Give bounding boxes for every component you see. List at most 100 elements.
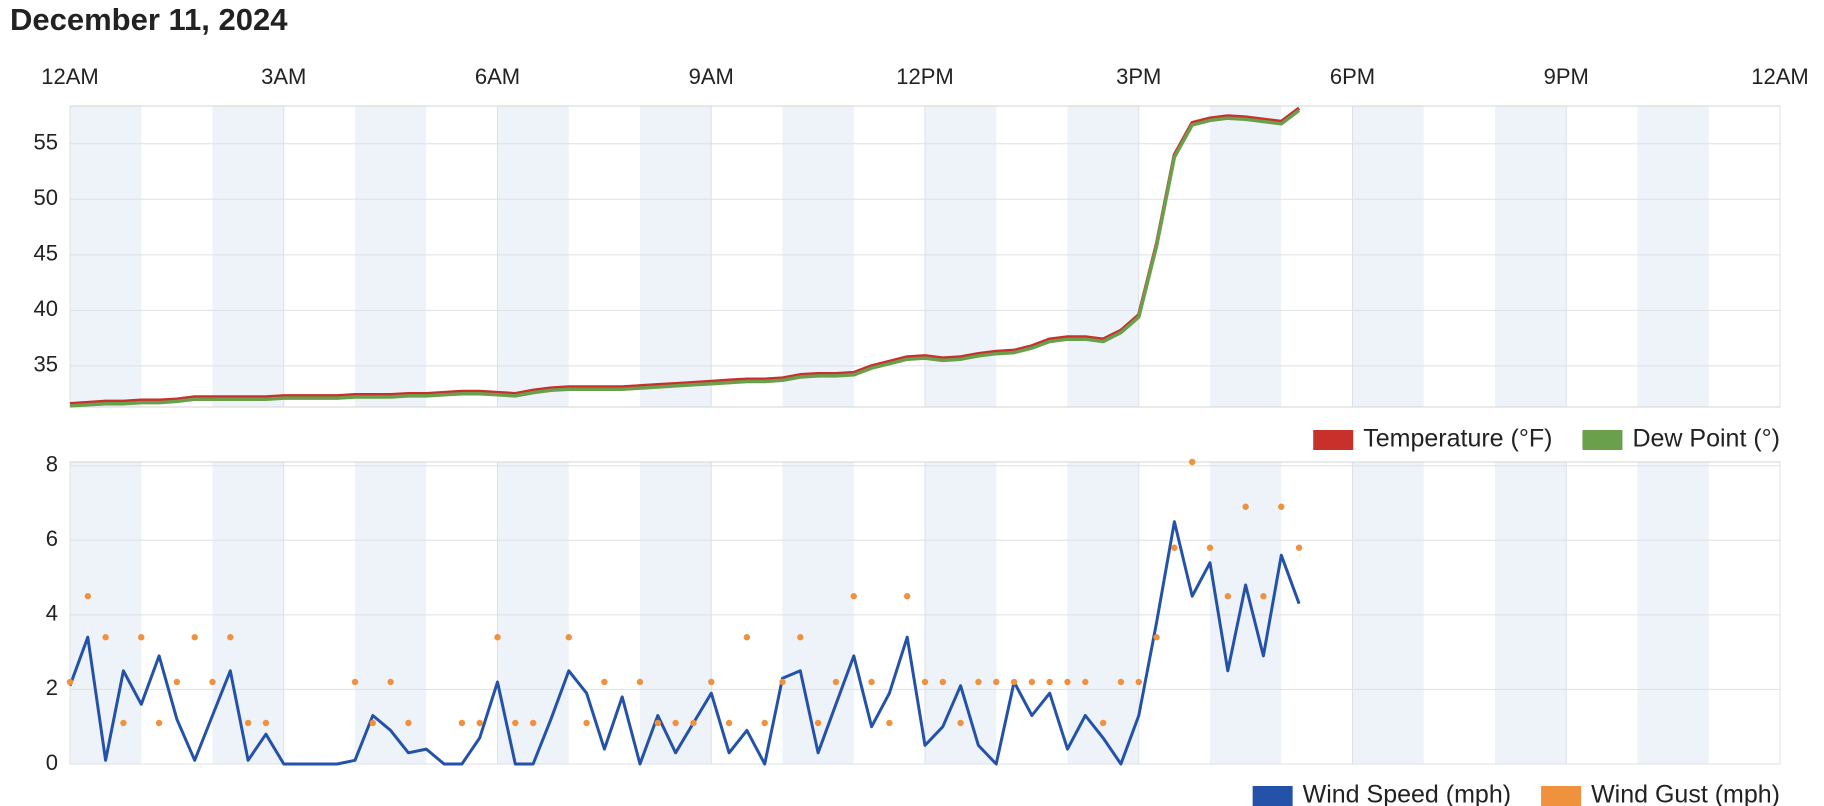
gust-point [66, 678, 74, 686]
hour-stripe [782, 462, 854, 764]
y-tick-label: 40 [34, 296, 58, 321]
gust-point [262, 719, 270, 727]
gust-point [1082, 678, 1089, 686]
legend-label: Wind Speed (mph) [1303, 781, 1511, 806]
gust-point [387, 678, 394, 686]
x-tick-label: 12AM [1751, 64, 1808, 89]
hour-stripe [497, 106, 569, 407]
gust-point [529, 719, 537, 727]
y-tick-label: 55 [34, 130, 58, 155]
gust-point [975, 678, 982, 686]
gust-point [227, 634, 234, 641]
gust-point [993, 678, 1000, 686]
gust-point [814, 719, 822, 727]
gust-point [601, 678, 608, 686]
hour-stripe [1210, 462, 1282, 764]
hour-stripe [925, 462, 997, 764]
gust-point [1206, 544, 1214, 551]
gust-point [1099, 719, 1107, 727]
gust-point [957, 719, 964, 727]
gust-point [512, 719, 519, 727]
gust-point [903, 593, 911, 600]
y-tick-label: 8 [46, 452, 58, 477]
gust-point [1064, 678, 1071, 686]
gust-point [209, 678, 216, 686]
hour-stripe [70, 462, 142, 764]
gust-point [725, 719, 733, 727]
gust-point [654, 719, 662, 727]
gust-point [476, 719, 483, 727]
gust-point [1153, 634, 1160, 641]
gust-point [191, 634, 198, 641]
gust-point [886, 719, 893, 727]
legend-swatch [1313, 430, 1354, 450]
gust-point [672, 719, 679, 727]
gust-point [868, 678, 875, 686]
hour-stripe [1352, 106, 1424, 407]
gust-point [708, 678, 715, 686]
gust-point [1242, 503, 1249, 510]
x-tick-label: 3PM [1116, 64, 1161, 89]
hour-stripe [640, 462, 712, 764]
y-tick-label: 45 [34, 241, 58, 266]
hour-stripe [355, 106, 427, 407]
series-line [68, 520, 1301, 766]
gust-point [779, 678, 786, 686]
gust-point [743, 634, 751, 641]
hour-stripe [70, 106, 142, 407]
gust-point [102, 634, 109, 641]
x-tick-label: 9AM [689, 64, 734, 89]
y-tick-label: 6 [46, 526, 58, 551]
gust-point [405, 719, 412, 727]
y-tick-label: 0 [46, 750, 58, 775]
gust-point [850, 593, 857, 600]
y-tick-label: 50 [34, 185, 58, 210]
hour-stripe [355, 462, 427, 764]
x-tick-label: 12PM [896, 64, 953, 89]
gust-point [173, 678, 181, 686]
page-title: December 11, 2024 [10, 2, 288, 37]
gust-point [939, 678, 947, 686]
series-line [69, 106, 1301, 406]
x-tick-label: 6PM [1330, 64, 1375, 89]
gust-point [1188, 458, 1196, 466]
gust-point [1010, 678, 1018, 686]
gust-point [1046, 678, 1053, 686]
gust-point [565, 634, 572, 641]
gust-point [244, 719, 252, 727]
gust-point [494, 634, 501, 641]
gust-point [761, 719, 768, 727]
gust-point [1117, 678, 1125, 686]
gust-point [1278, 503, 1285, 510]
gust-point [369, 719, 377, 727]
gust-point [832, 678, 840, 686]
hour-stripe [497, 462, 569, 764]
x-tick-label: 12AM [41, 64, 98, 89]
x-tick-label: 3AM [261, 64, 306, 89]
x-tick-label: 6AM [475, 64, 520, 89]
legend-swatch [1582, 430, 1623, 450]
gust-point [84, 593, 92, 600]
hour-stripe [640, 106, 712, 407]
hour-stripe [212, 462, 284, 764]
hour-stripe [1495, 462, 1567, 764]
legend-label: Wind Gust (mph) [1591, 781, 1780, 806]
hour-stripe [1210, 106, 1282, 407]
gust-point [690, 719, 697, 727]
hour-stripe [1352, 462, 1424, 764]
legend-swatch [1252, 786, 1293, 806]
hour-stripe [212, 106, 284, 407]
gust-point [583, 719, 590, 727]
gust-point [921, 678, 929, 686]
legend-label: Dew Point (°) [1632, 425, 1780, 453]
hour-stripe [1067, 106, 1139, 407]
gust-point [1224, 593, 1232, 600]
hour-stripe [1637, 106, 1709, 407]
hour-stripe [925, 106, 997, 407]
legend-label: Temperature (°F) [1363, 425, 1552, 453]
gust-point [1295, 544, 1303, 551]
hour-stripe [782, 106, 854, 407]
hour-stripe [1067, 462, 1139, 764]
y-tick-label: 35 [34, 352, 58, 377]
